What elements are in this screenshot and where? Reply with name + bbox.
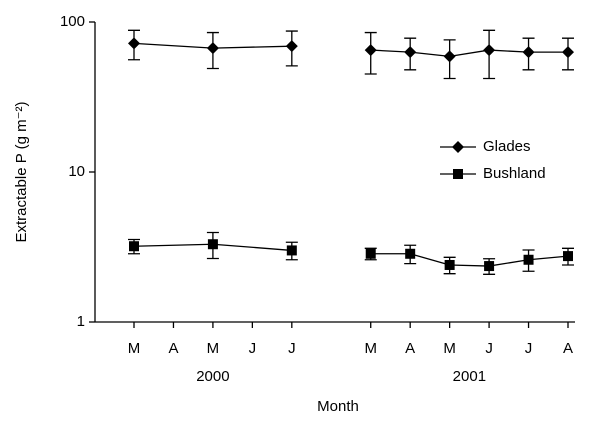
- y-tick-label: 1: [77, 313, 85, 330]
- x-tick-label: A: [563, 340, 573, 357]
- data-point: [364, 44, 377, 57]
- legend-label: Glades: [483, 138, 531, 155]
- line-segment: [410, 51, 450, 58]
- data-point: [484, 261, 495, 272]
- line-segment: [449, 49, 490, 58]
- line-segment: [133, 42, 213, 49]
- line-segment: [133, 243, 213, 247]
- data-point: [404, 46, 417, 59]
- x-tick-label: M: [207, 340, 220, 357]
- x-tick-label: M: [443, 340, 456, 357]
- data-point: [562, 46, 574, 59]
- line-segment: [489, 49, 529, 53]
- y-tick-label: 100: [60, 13, 85, 30]
- data-point: [444, 259, 455, 270]
- data-point: [206, 42, 219, 55]
- data-point: [365, 248, 376, 259]
- x-tick-label: J: [249, 340, 257, 357]
- y-axis-label: Extractable P (g m⁻²): [13, 101, 30, 242]
- x-tick-label: M: [128, 340, 141, 357]
- y-tick-label: 10: [68, 163, 85, 180]
- data-point: [522, 46, 535, 59]
- line-segment: [212, 243, 292, 252]
- data-point: [285, 40, 298, 53]
- x-axis-label: Month: [317, 398, 359, 415]
- line-segment: [370, 49, 411, 53]
- data-point: [563, 251, 573, 262]
- group-label: 2000: [196, 368, 229, 385]
- legend-label: Bushland: [483, 165, 546, 182]
- line-segment: [410, 253, 450, 266]
- data-point: [286, 245, 297, 256]
- data-point: [405, 248, 416, 259]
- legend-marker: [453, 169, 463, 179]
- data-point: [207, 239, 218, 250]
- x-tick-label: A: [405, 340, 415, 357]
- x-tick-label: A: [168, 340, 178, 357]
- line-segment: [449, 264, 490, 267]
- data-point: [483, 44, 496, 57]
- data-point: [443, 50, 456, 63]
- line-segment: [212, 45, 292, 49]
- x-tick-label: M: [364, 340, 377, 357]
- line-segment: [528, 255, 569, 261]
- data-point: [128, 37, 140, 50]
- group-label: 2001: [453, 368, 486, 385]
- line-segment: [488, 259, 529, 267]
- x-tick-label: J: [288, 340, 296, 357]
- legend-marker: [452, 141, 464, 153]
- x-tick-label: J: [525, 340, 533, 357]
- data-point: [129, 241, 139, 252]
- x-tick-label: J: [485, 340, 493, 357]
- data-point: [523, 254, 534, 265]
